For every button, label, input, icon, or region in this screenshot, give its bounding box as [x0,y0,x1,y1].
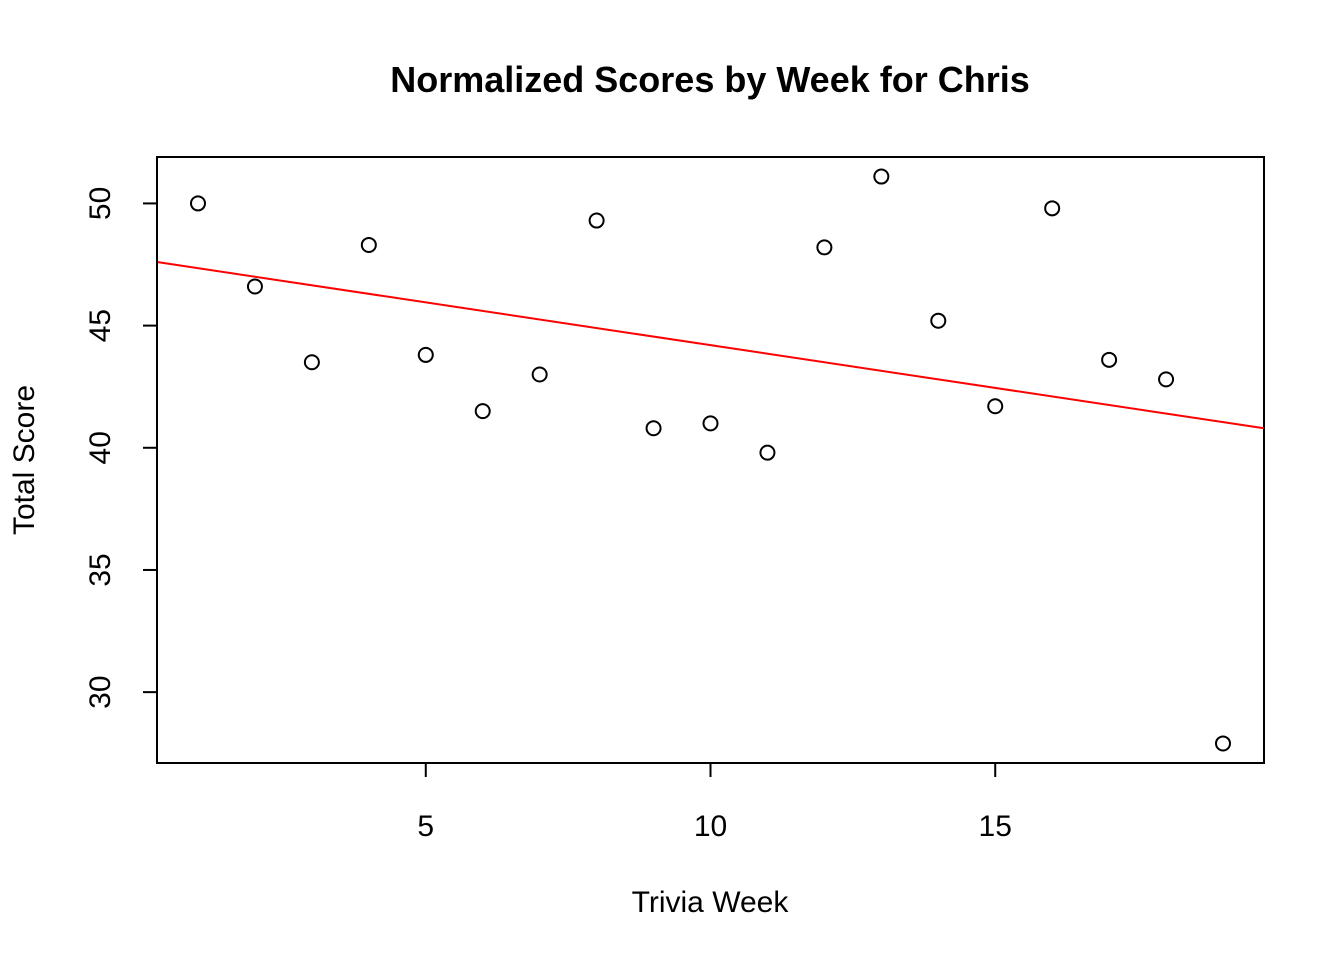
x-axis: 5 10 15 [417,762,1012,843]
y-tick-label: 40 [84,431,117,464]
data-point [873,168,890,185]
data-point [531,366,548,383]
chart-title: Normalized Scores by Week for Chris [390,59,1030,100]
y-tick-label: 35 [84,553,117,586]
data-point [190,195,206,212]
data-point [588,212,605,229]
data-point [246,278,263,295]
data-point [702,415,719,432]
x-tick-label: 5 [417,810,434,843]
data-point [474,403,491,420]
trendline-layer [156,261,1265,430]
points-layer [190,168,1231,752]
x-tick-label: 15 [979,810,1012,843]
y-tick-label: 50 [84,187,117,220]
data-point [360,236,377,253]
data-point [1101,351,1118,368]
y-tick-label: 30 [84,675,117,708]
data-point [987,398,1004,415]
y-axis-label: Total Score [8,385,41,535]
plot-frame [156,156,1265,764]
data-point [1044,200,1061,217]
data-point [930,312,947,329]
y-axis: 30 35 40 45 50 [84,187,158,709]
data-point [1215,735,1231,752]
data-point [645,420,662,437]
data-point [417,346,434,363]
data-point [816,239,833,256]
y-tick-label: 45 [84,309,117,342]
trend-line [156,261,1265,430]
data-point [303,354,320,371]
x-tick-label: 10 [694,810,727,843]
data-point [1158,371,1175,388]
data-point [759,444,776,461]
x-axis-label: Trivia Week [632,886,790,919]
